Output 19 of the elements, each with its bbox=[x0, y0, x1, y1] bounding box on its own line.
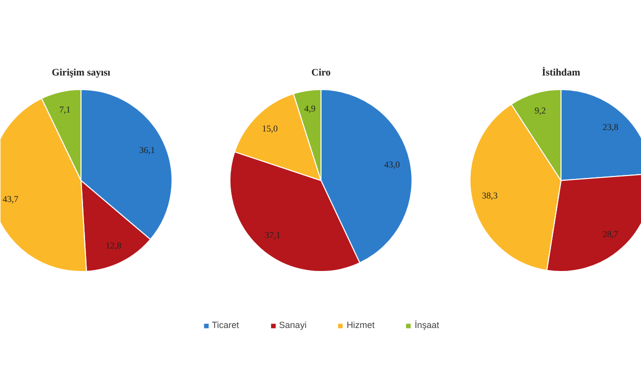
data-label: 9,2 bbox=[534, 106, 546, 116]
data-label: 37,1 bbox=[264, 230, 281, 240]
data-label: 28,7 bbox=[602, 229, 619, 240]
data-label: 43,7 bbox=[2, 194, 19, 204]
data-label: 7,1 bbox=[59, 104, 70, 115]
data-label: 43,0 bbox=[384, 160, 400, 170]
chart-title: İstihdam bbox=[542, 66, 581, 79]
chart-title: Girişim sayısı bbox=[52, 68, 111, 79]
data-label: 23,8 bbox=[602, 122, 619, 132]
data-label: 15,0 bbox=[262, 124, 278, 134]
data-label: 4,9 bbox=[304, 104, 316, 114]
legend-label: Sanayi bbox=[279, 320, 307, 330]
data-label: 36,1 bbox=[139, 144, 155, 155]
legend-label: Hizmet bbox=[346, 320, 375, 330]
data-label: 12,8 bbox=[106, 240, 122, 251]
legend-label: Ticaret bbox=[212, 320, 240, 330]
data-label: 38,3 bbox=[482, 190, 498, 201]
chart-title: Ciro bbox=[311, 68, 331, 79]
legend-label: İnşaat bbox=[414, 320, 440, 330]
